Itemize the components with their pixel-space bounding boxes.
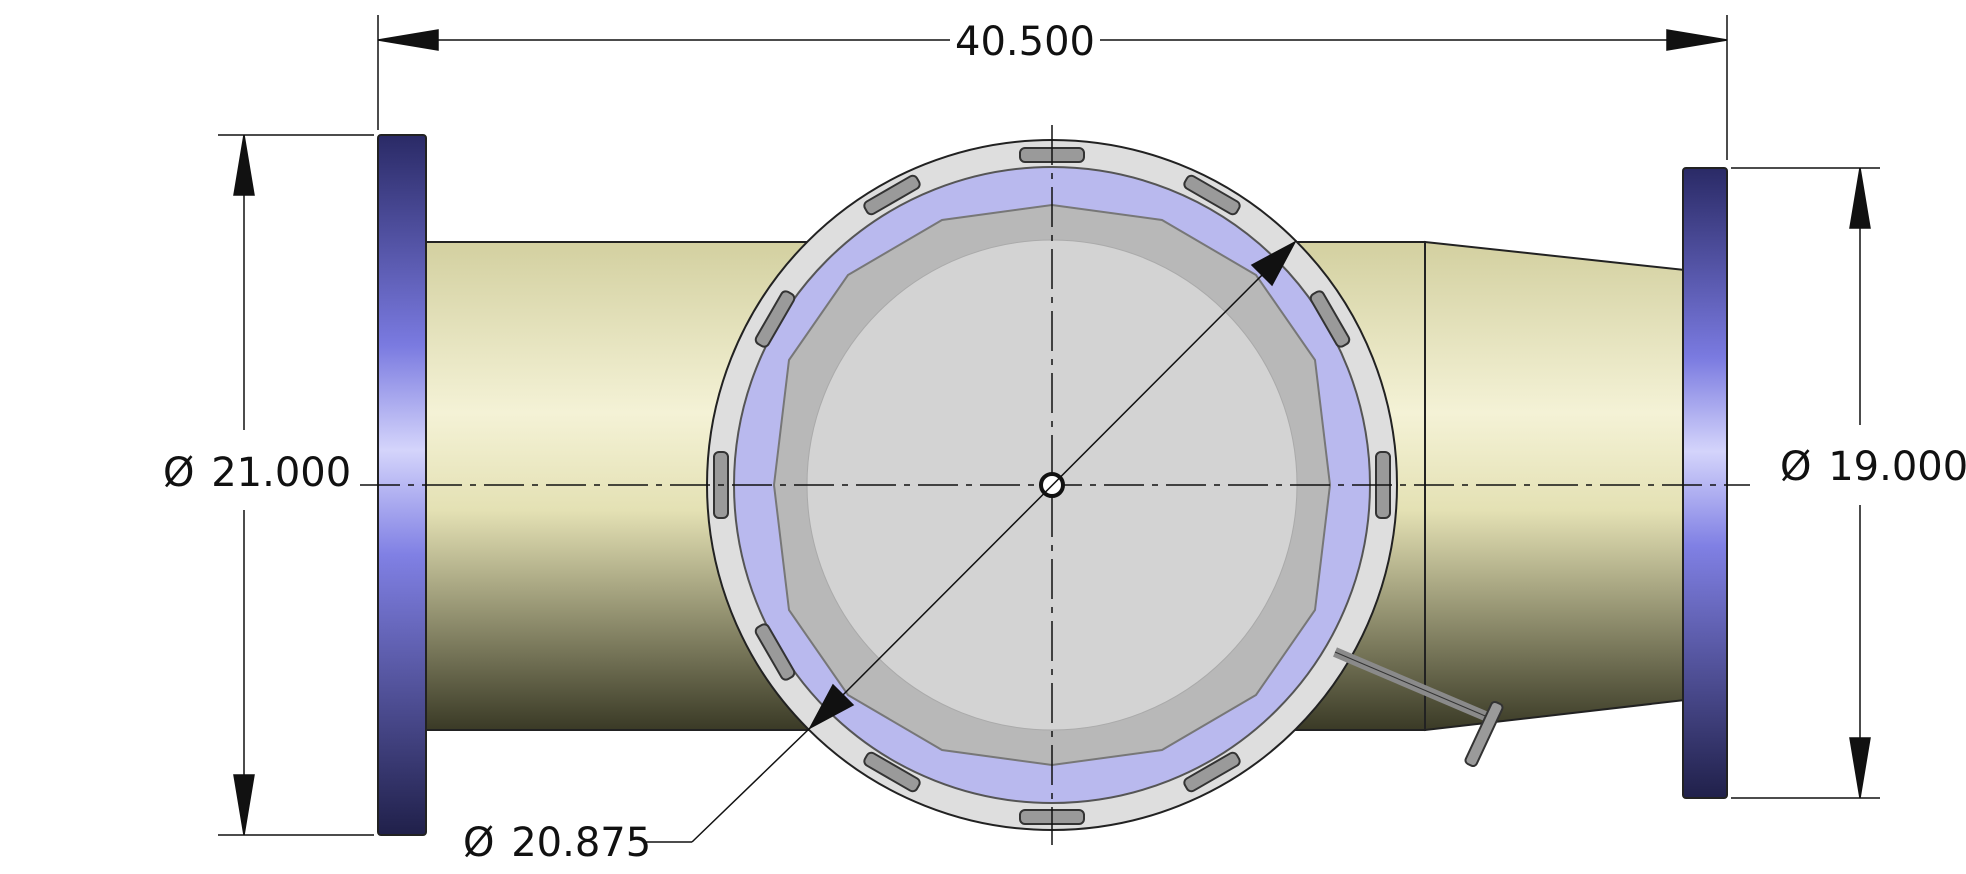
right-flange-dimension (1731, 167, 1880, 799)
clamp-top-right (1183, 174, 1241, 216)
manway-diameter-value: 20.875 (511, 820, 651, 866)
clamp-top-left (863, 174, 921, 216)
clamp-lower-left (754, 623, 796, 681)
right-flange-diameter-label: Ø 19.000 (1780, 444, 1966, 490)
diameter-symbol: Ø (1780, 444, 1811, 490)
overall-length-dimension (377, 15, 1728, 160)
diameter-symbol: Ø (463, 820, 494, 866)
manway-diameter-dimension (645, 240, 1297, 843)
right-flange (1682, 167, 1728, 799)
clamp-bottom-right (1183, 751, 1241, 793)
clamp-bottom-left (863, 751, 921, 793)
clamp-upper-right (1309, 290, 1351, 348)
clamp-upper-left (754, 290, 796, 348)
right-flange-diameter-value: 19.000 (1828, 444, 1966, 490)
left-flange-diameter-value: 21.000 (211, 450, 351, 496)
manway-handle (1333, 647, 1504, 768)
overall-length-label: 40.500 (955, 19, 1095, 65)
reducer-cone (1424, 240, 1686, 732)
manway-diameter-label: Ø 20.875 (463, 820, 651, 866)
left-flange-diameter-label: Ø 21.000 (163, 450, 351, 496)
left-flange-dimension (218, 134, 374, 836)
diameter-symbol: Ø (163, 450, 194, 496)
